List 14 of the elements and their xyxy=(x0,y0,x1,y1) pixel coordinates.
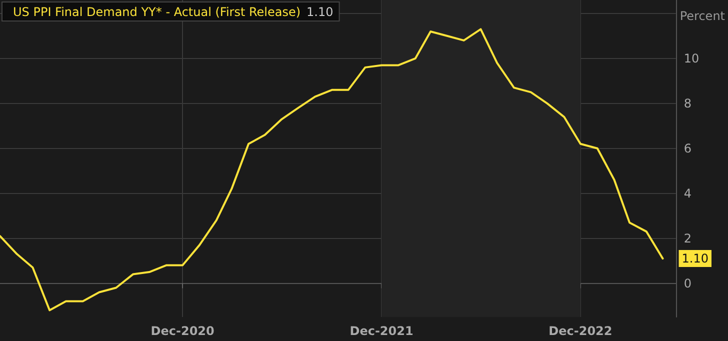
y-tick-label: 0 xyxy=(684,276,692,290)
y-tick-label: 2 xyxy=(684,231,692,246)
x-tick-label: Dec-2022 xyxy=(548,324,612,338)
x-tick-label: Dec-2021 xyxy=(350,324,414,338)
y-tick-label: 10 xyxy=(684,51,700,66)
text: 1.10 xyxy=(306,5,334,19)
y-tick-label: 6 xyxy=(684,141,692,156)
data-label: 1.10 xyxy=(682,252,708,266)
text: US PPI Final Demand YY* - Actual (First Release) xyxy=(13,5,301,19)
y-tick-label: 8 xyxy=(684,96,692,110)
y-axis-title: Percent xyxy=(680,9,726,23)
y-tick-label: 4 xyxy=(684,186,692,200)
line-series xyxy=(0,28,664,312)
x-tick-label: Dec-2020 xyxy=(150,324,214,338)
